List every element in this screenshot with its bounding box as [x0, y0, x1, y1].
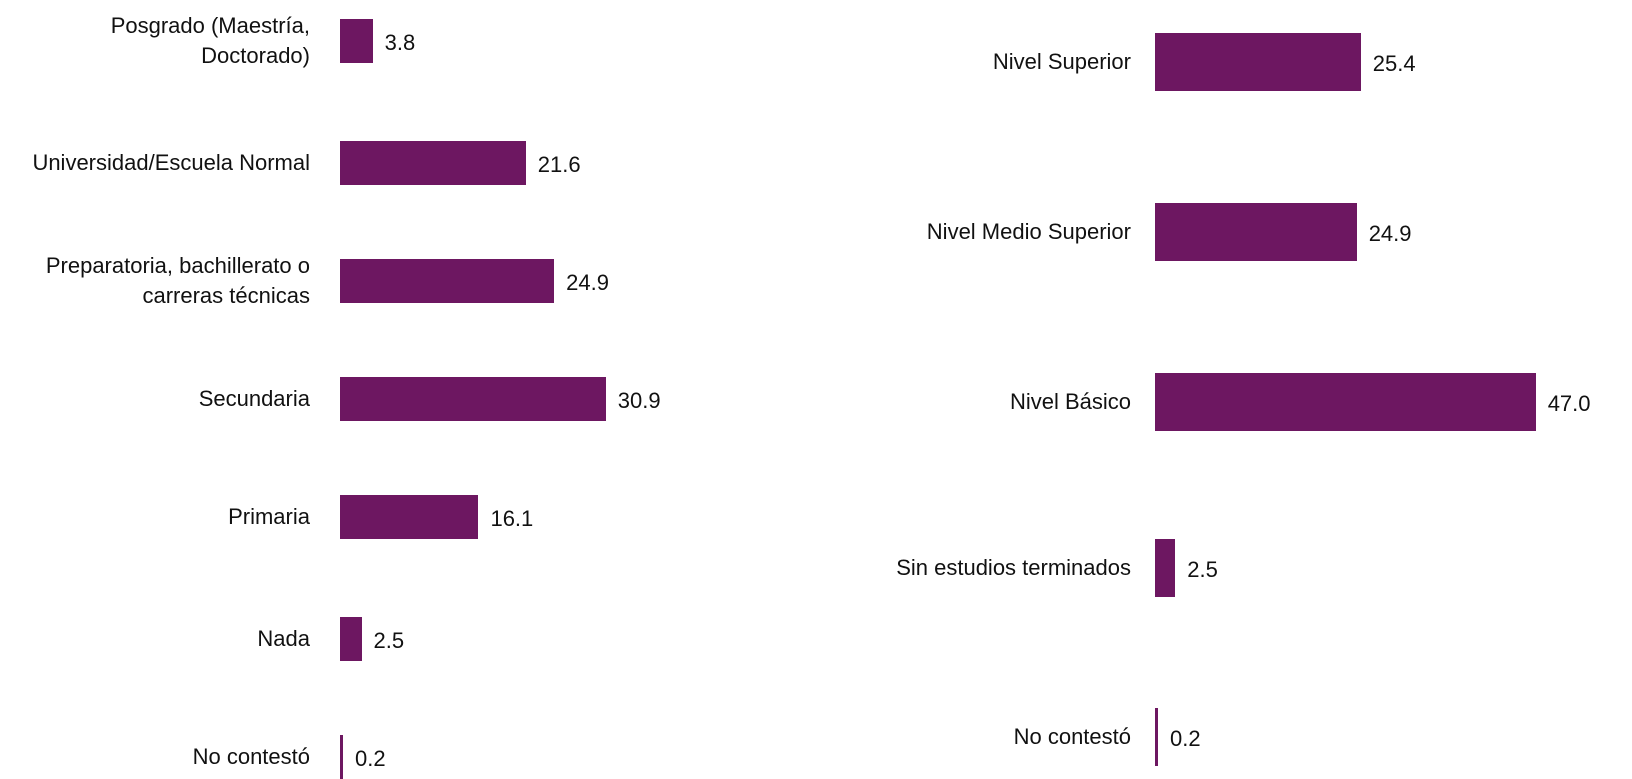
category-label: Nada — [257, 626, 310, 651]
bar — [340, 495, 479, 539]
value-label: 2.5 — [1187, 557, 1218, 582]
bar — [340, 735, 343, 779]
bar — [1155, 203, 1357, 261]
bar — [1155, 33, 1361, 91]
bar — [340, 141, 526, 185]
value-label: 24.9 — [1368, 221, 1412, 246]
category-label: Posgrado (Maestría, Doctorado) — [110, 13, 310, 68]
category-label: Preparatoria, bachillerato o carreras té… — [45, 253, 310, 308]
value-label: 47.0 — [1547, 391, 1591, 416]
category-label: Nivel Medio Superior — [926, 219, 1131, 244]
bar — [340, 259, 555, 303]
value-label: 0.2 — [355, 746, 386, 771]
category-label: Universidad/Escuela Normal — [32, 150, 310, 175]
bar — [1155, 539, 1176, 597]
category-label: Sin estudios terminados — [896, 555, 1131, 580]
category-label: Primaria — [228, 504, 310, 529]
bar — [340, 19, 373, 63]
category-label: Secundaria — [198, 386, 310, 411]
value-label: 25.4 — [1372, 51, 1416, 76]
bar — [1155, 708, 1158, 766]
value-label: 16.1 — [490, 506, 534, 531]
bar — [340, 617, 362, 661]
value-label: 24.9 — [566, 270, 609, 295]
value-label: 2.5 — [373, 628, 405, 653]
bar — [340, 377, 606, 421]
value-label: 30.9 — [617, 388, 661, 413]
value-label: 21.6 — [537, 152, 581, 177]
bar — [1155, 373, 1536, 431]
value-label: 3.8 — [384, 30, 416, 55]
category-label: Nivel Básico — [1009, 389, 1131, 414]
value-label: 0.2 — [1170, 726, 1201, 751]
category-label: No contestó — [1013, 724, 1131, 749]
category-label: No contestó — [192, 744, 310, 769]
category-label: Nivel Superior — [992, 49, 1131, 74]
